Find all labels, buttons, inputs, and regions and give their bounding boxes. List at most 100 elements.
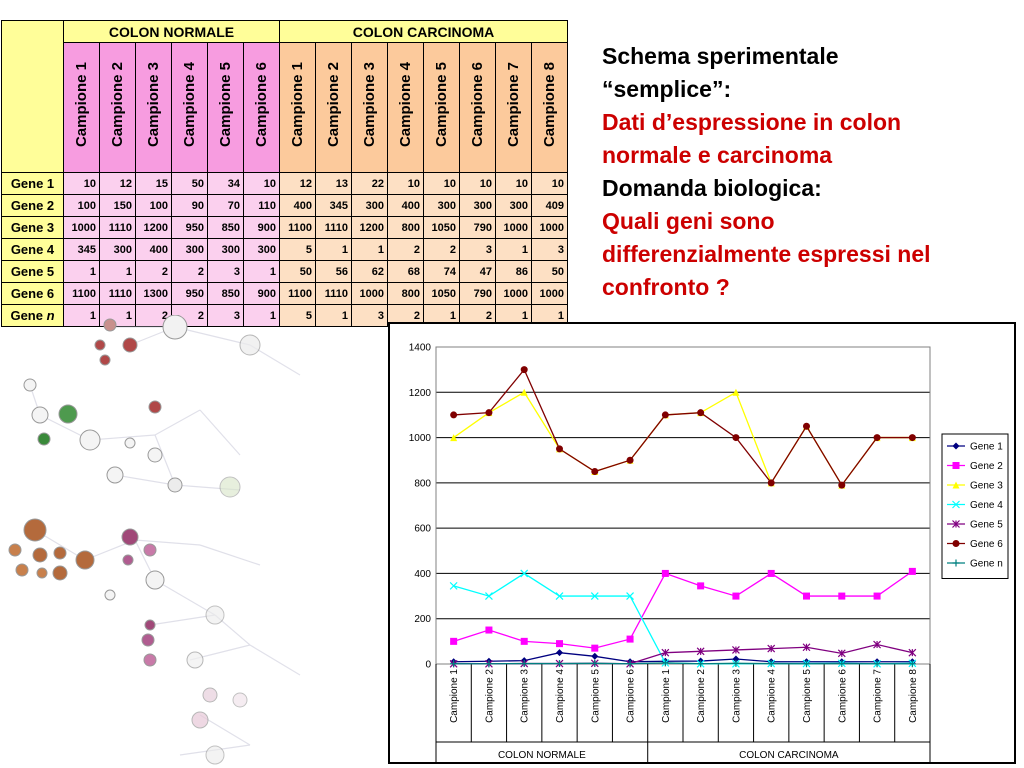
carcinoma-sample-header: Campione 2 [315, 42, 352, 173]
normal-sample-header: Campione 1 [63, 42, 100, 173]
carcinoma-sample-header: Campione 3 [351, 42, 388, 173]
gene-n-data-point [803, 660, 810, 668]
normal-sample-header: Campione 4 [171, 42, 208, 173]
text-line-question-3: confronto ? [602, 274, 730, 300]
gene-n-data-point [838, 660, 846, 668]
gene-label-prefix: Gene [10, 308, 47, 323]
legend-swatch-marker [952, 481, 960, 489]
gene-label-italic: n [46, 308, 55, 323]
normal-value-cell: 300 [243, 238, 280, 261]
gene-4-data-point [520, 569, 529, 578]
carcinoma-value-cell: 790 [459, 216, 496, 239]
gene-6-data-point [873, 434, 881, 442]
x-tick-label: Campione 8 [908, 669, 919, 723]
gene-label: Gene 4 [1, 238, 64, 261]
gene-5-data-point [837, 649, 846, 658]
gene-5-data-point [908, 648, 917, 657]
gene-3-data-point [520, 388, 528, 396]
gene-n-data-point [485, 660, 493, 668]
sample-header-label: Campione 6 [469, 62, 486, 148]
normal-value-cell: 900 [243, 282, 280, 305]
carcinoma-value-cell: 400 [279, 194, 316, 217]
x-group-label: COLON CARCINOMA [739, 750, 839, 761]
gene-2-data-point [803, 592, 810, 600]
carcinoma-value-cell: 1000 [495, 282, 532, 305]
legend-box [941, 433, 1009, 579]
text-line-question-2: differenzialmente espressi nel [602, 241, 931, 267]
gene-6-data-point [450, 411, 458, 419]
carcinoma-value-cell: 1050 [423, 282, 460, 305]
legend-swatch-marker [952, 462, 960, 469]
carcinoma-value-cell: 1 [531, 304, 568, 327]
gene-4-data-point [449, 581, 458, 590]
carcinoma-value-cell: 1000 [531, 216, 568, 239]
carcinoma-sample-header: Campione 6 [459, 42, 496, 173]
normal-value-cell: 950 [171, 216, 208, 239]
carcinoma-value-cell: 1000 [531, 282, 568, 305]
gene-6-data-point [697, 409, 705, 417]
gene-5-data-point [873, 640, 881, 649]
carcinoma-value-cell: 1 [351, 238, 388, 261]
carcinoma-value-cell: 2 [387, 304, 424, 327]
carcinoma-value-cell: 300 [495, 194, 532, 217]
carcinoma-value-cell: 409 [531, 194, 568, 217]
table-row: Gene 2 100 150 100 90 70 110 400 345 300 400 300 300… [1, 194, 568, 217]
gene-5-data-point [661, 648, 670, 657]
y-tick-label: 400 [414, 569, 431, 580]
normal-value-cell: 1 [63, 304, 100, 327]
carcinoma-sample-header: Campione 1 [279, 42, 316, 173]
normal-value-cell: 850 [207, 282, 244, 305]
gene-6-data-point [556, 445, 563, 453]
normal-value-cell: 12 [99, 172, 136, 195]
text-line-data-1: Dati d’espressione in colon [602, 109, 902, 135]
gene-label: Gene 3 [1, 216, 64, 239]
carcinoma-value-cell: 47 [459, 260, 496, 283]
legend-swatch-marker [952, 540, 960, 547]
x-tick-label: Campione 1 [661, 669, 672, 723]
gene-2-series-line [453, 570, 913, 649]
normal-value-cell: 1100 [63, 282, 100, 305]
carcinoma-value-cell: 5 [279, 238, 316, 261]
gene-4-data-point [555, 592, 564, 600]
table-row: Gene 5 1 1 2 2 3 1 50 56 62 68 74 47 86 50 [1, 260, 568, 283]
x-tick-label: Campione 2 [484, 669, 495, 723]
gene-6-data-point [803, 422, 810, 430]
gene-5-data-point [696, 647, 705, 656]
gene-2-data-point [626, 635, 634, 643]
gene-2-data-point [732, 592, 740, 600]
normal-value-cell: 2 [135, 304, 172, 327]
legend-swatch-marker [952, 442, 960, 450]
normal-value-cell: 1 [243, 260, 280, 283]
normal-value-cell: 1110 [99, 282, 136, 305]
normal-value-cell: 50 [171, 172, 208, 195]
carcinoma-value-cell: 3 [531, 238, 568, 261]
y-tick-label: 1400 [409, 343, 432, 354]
carcinoma-value-cell: 345 [315, 194, 352, 217]
gene-6-data-point [661, 411, 669, 419]
description-text: Schema sperimentale “semplice”: Dati d’e… [602, 40, 1022, 304]
gene-6-data-point [838, 481, 846, 489]
gene-2-data-point [661, 569, 669, 577]
carcinoma-value-cell: 1000 [351, 282, 388, 305]
normal-value-cell: 300 [99, 238, 136, 261]
carcinoma-value-cell: 10 [495, 172, 532, 195]
table-corner-cell [1, 20, 64, 173]
gene-5-data-point [767, 644, 776, 653]
carcinoma-value-cell: 3 [459, 238, 496, 261]
gene-1-data-point [556, 649, 563, 657]
gene-n-data-point [732, 659, 740, 667]
gene-6-data-point [767, 479, 775, 487]
carcinoma-value-cell: 1110 [315, 216, 352, 239]
sample-header-row: Campione 1 Campione 2 Campione 3 Campione 4… [2, 42, 568, 173]
y-tick-label: 200 [414, 614, 431, 625]
normal-value-cell: 90 [171, 194, 208, 217]
legend-label-gene-4: Gene 4 [970, 500, 1003, 511]
normal-value-cell: 3 [207, 260, 244, 283]
carcinoma-sample-header: Campione 8 [531, 42, 568, 173]
normal-value-cell: 2 [171, 260, 208, 283]
gene-2-data-point [873, 592, 881, 600]
x-tick-label: Campione 3 [731, 669, 742, 723]
gene-5-data-point [732, 646, 740, 654]
carcinoma-value-cell: 2 [387, 238, 424, 261]
gene-2-data-point [838, 592, 846, 600]
